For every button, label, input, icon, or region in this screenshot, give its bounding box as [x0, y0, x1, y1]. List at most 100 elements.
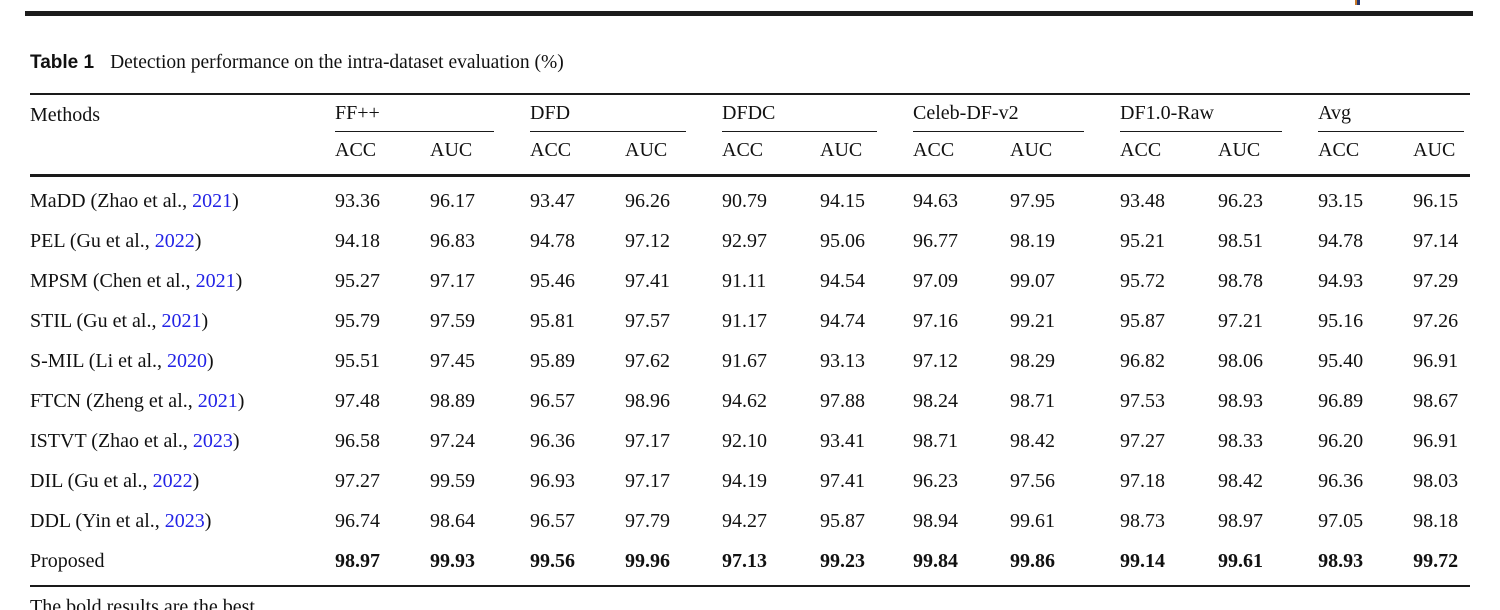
citation-link[interactable]: 2022	[154, 230, 195, 252]
method-name: MPSM (Chen et al.,	[30, 270, 196, 292]
metric-cell: 98.78	[1218, 270, 1264, 292]
metric-cell: 97.12	[913, 350, 959, 372]
table-footnote: The bold results are the best	[30, 596, 255, 610]
metric-cell: 98.29	[1010, 350, 1056, 372]
citation-link[interactable]: 2021	[197, 390, 238, 412]
citation-link[interactable]: 2021	[195, 270, 236, 292]
metric-cell: 92.97	[722, 230, 768, 252]
col-header-celeb-df-v2-acc: ACC	[913, 139, 955, 161]
metric-cell: 97.21	[1218, 310, 1264, 332]
table-row: DIL (Gu et al., 2022) 97.27 99.59 96.93 97.1…	[30, 462, 1470, 502]
metric-cell: 98.73	[1120, 510, 1166, 532]
metric-cell: 97.05	[1318, 510, 1364, 532]
group-header-ff: FF++	[335, 94, 530, 132]
metric-cell: 96.23	[1218, 190, 1264, 212]
metric-cell: 94.19	[722, 470, 768, 492]
metric-cell: 97.29	[1413, 270, 1459, 292]
metric-cell: 98.51	[1218, 230, 1264, 252]
metric-cell: 97.41	[820, 470, 866, 492]
table-row: S-MIL (Li et al., 2020) 95.51 97.45 95.89 97…	[30, 342, 1470, 382]
metric-cell: 93.15	[1318, 190, 1364, 212]
metric-cell: 97.27	[335, 470, 380, 492]
metric-cell: 98.19	[1010, 230, 1056, 252]
citation-link[interactable]: 2021	[161, 310, 202, 332]
metric-cell: 97.88	[820, 390, 866, 412]
metric-cell: 97.45	[430, 350, 475, 372]
metric-cell: 95.21	[1120, 230, 1166, 252]
metric-cell: 97.09	[913, 270, 959, 292]
metric-cell: 95.87	[1120, 310, 1166, 332]
metric-cell: 97.17	[625, 430, 670, 452]
metric-cell: 96.57	[530, 510, 575, 532]
metric-cell: 99.23	[820, 550, 866, 572]
citation-link[interactable]: 2020	[167, 350, 208, 372]
metric-cell: 96.89	[1318, 390, 1364, 412]
metric-cell: 97.41	[625, 270, 670, 292]
table-caption-label: Table 1	[30, 52, 95, 73]
method-cell: DIL (Gu et al., 2022)	[30, 462, 335, 502]
metric-cell: 96.93	[530, 470, 575, 492]
metric-cell: 97.24	[430, 430, 475, 452]
metric-cell: 98.42	[1010, 430, 1056, 452]
metric-cell: 95.87	[820, 510, 866, 532]
metric-cell: 96.77	[913, 230, 959, 252]
metric-cell: 95.89	[530, 350, 575, 372]
metric-cell: 96.91	[1413, 430, 1459, 452]
metric-cell: 95.06	[820, 230, 866, 252]
metric-cell: 95.79	[335, 310, 380, 332]
method-suffix: )	[192, 470, 200, 492]
metric-cell: 94.18	[335, 230, 380, 252]
method-cell: PEL (Gu et al., 2022)	[30, 222, 335, 262]
metric-cell: 97.18	[1120, 470, 1166, 492]
metric-cell: 99.14	[1120, 550, 1166, 572]
metric-cell: 98.89	[430, 390, 475, 412]
metric-cell: 91.11	[722, 270, 767, 292]
metric-cell: 98.06	[1218, 350, 1264, 372]
metric-cell: 99.59	[430, 470, 475, 492]
method-suffix: )	[207, 350, 214, 372]
metric-cell: 97.56	[1010, 470, 1056, 492]
citation-link[interactable]: 2023	[164, 510, 205, 532]
group-header-label: DFD	[530, 102, 687, 132]
group-header-dfd: DFD	[530, 94, 722, 132]
metric-cell: 90.79	[722, 190, 768, 212]
metric-cell: 98.71	[913, 430, 959, 452]
method-suffix: )	[237, 390, 245, 412]
table-row: MaDD (Zhao et al., 2021) 93.36 96.17 93.47 9…	[30, 176, 1470, 223]
metric-cell: 99.61	[1218, 550, 1264, 572]
metric-cell: 96.91	[1413, 350, 1459, 372]
metric-cell: 94.27	[722, 510, 768, 532]
table-row: Proposed 98.97 99.93 99.56 99.96 97.13 99.23 99…	[30, 542, 1470, 586]
metric-cell: 98.67	[1413, 390, 1459, 412]
citation-link[interactable]: 2023	[192, 430, 233, 452]
citation-link[interactable]: 2022	[152, 470, 193, 492]
metric-cell: 99.96	[625, 550, 670, 572]
metric-cell: 97.62	[625, 350, 670, 372]
metric-cell: 98.42	[1218, 470, 1264, 492]
metric-cell: 98.97	[335, 550, 380, 572]
metric-cell: 99.07	[1010, 270, 1056, 292]
group-header-label: FF++	[335, 102, 494, 132]
metric-cell: 97.17	[625, 470, 670, 492]
metric-cell: 94.62	[722, 390, 768, 412]
metric-cell: 96.36	[530, 430, 575, 452]
metric-cell: 96.36	[1318, 470, 1364, 492]
method-cell: ISTVT (Zhao et al., 2023)	[30, 422, 335, 462]
citation-link[interactable]: 2021	[192, 190, 233, 212]
metric-cell: 99.86	[1010, 550, 1056, 572]
metric-cell: 97.53	[1120, 390, 1166, 412]
method-suffix: )	[204, 510, 212, 532]
metric-cell: 93.41	[820, 430, 866, 452]
metric-cell: 97.12	[625, 230, 670, 252]
metric-cell: 96.15	[1413, 190, 1459, 212]
metric-cell: 98.93	[1218, 390, 1264, 412]
method-cell: STIL (Gu et al., 2021)	[30, 302, 335, 342]
table-row: DDL (Yin et al., 2023) 96.74 98.64 96.57 97.…	[30, 502, 1470, 542]
col-header-dfd-auc: AUC	[625, 139, 668, 161]
metric-cell: 98.94	[913, 510, 959, 532]
col-header-avg-acc: ACC	[1318, 139, 1360, 161]
page-top-rule	[25, 11, 1473, 16]
col-header-df1-0-raw-acc: ACC	[1120, 139, 1162, 161]
col-header-dfdc-acc: ACC	[722, 139, 764, 161]
method-cell: DDL (Yin et al., 2023)	[30, 502, 335, 542]
